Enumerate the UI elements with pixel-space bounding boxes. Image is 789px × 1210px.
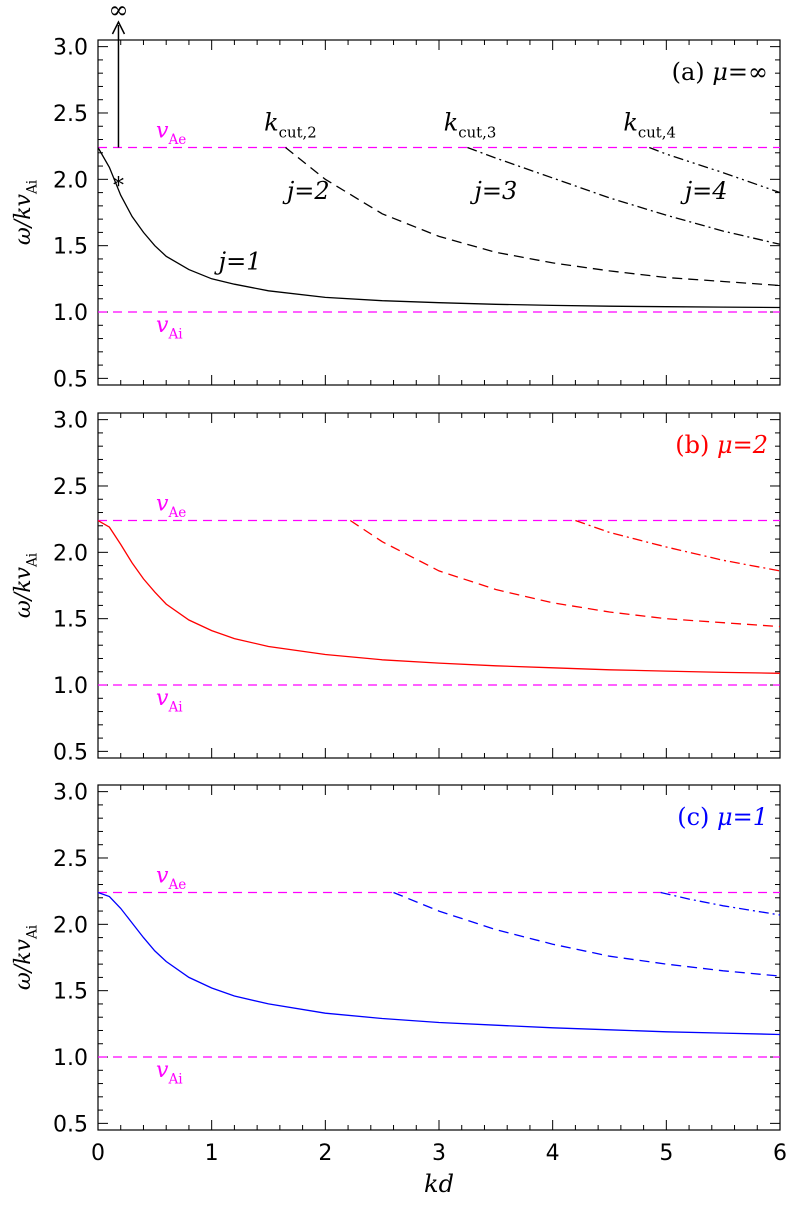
- plot-frame: [97, 39, 781, 386]
- x-tick-label: 0: [91, 1141, 105, 1166]
- panel-a: 0.5 1.0 1.5 2.0 2.5 3.0 ω/kvAi vAe vAi (a) μ=∞ ∞ * k…: [11, 0, 781, 392]
- series-line-j1: [97, 891, 781, 1036]
- series-line-j3: [467, 146, 781, 245]
- series-line-j1: [97, 519, 781, 674]
- x-tick-label: 4: [546, 1141, 560, 1166]
- panel-label: (a) μ=∞: [672, 58, 768, 86]
- series-line-j3: [575, 519, 781, 572]
- y-tick-label: 1.5: [53, 235, 88, 260]
- infinity-arrow-head: [111, 20, 126, 35]
- reference-label-ai: vAi: [156, 686, 183, 716]
- j-label: j=2: [282, 177, 330, 205]
- y-tick-label: 0.5: [53, 1112, 88, 1137]
- reference-label-ae: vAe: [156, 863, 186, 893]
- y-tick-label: 2.0: [53, 913, 88, 938]
- series-line-j3: [660, 891, 781, 916]
- asterisk-marker: *: [113, 174, 124, 199]
- kcut-label: kcut,3: [444, 108, 497, 141]
- y-axis-label-group: ω/kvAi: [11, 552, 41, 618]
- x-tick-label: 1: [205, 1141, 219, 1166]
- panel-label: (b) μ=2: [675, 431, 768, 459]
- x-tick-label: 5: [659, 1141, 673, 1166]
- reference-label-ae: vAe: [156, 118, 186, 148]
- panel-c: 0.5 1.0 1.5 2.0 2.5 3.0 0 1 2 3 4 5 6 kd ω/kvAi vAe vAi (…: [11, 781, 787, 1198]
- series-line-j2: [393, 891, 781, 977]
- kcut-label: kcut,2: [264, 108, 317, 141]
- series-line-j4: [649, 146, 781, 194]
- y-tick-label: 2.5: [53, 102, 88, 127]
- y-tick-label: 1.0: [53, 1046, 88, 1071]
- y-tick-label: 1.5: [53, 608, 88, 633]
- y-tick-label: 2.5: [53, 475, 88, 500]
- plot-frame: [97, 784, 781, 1131]
- y-tick-label: 2.0: [53, 168, 88, 193]
- plot-frame: [97, 412, 781, 759]
- x-axis-label: kd: [424, 1170, 454, 1198]
- y-tick-label: 3.0: [53, 36, 88, 61]
- x-tick-label: 3: [432, 1141, 446, 1166]
- reference-label-ae: vAe: [156, 491, 186, 521]
- x-tick-label: 6: [773, 1141, 787, 1166]
- y-tick-label: 3.0: [53, 409, 88, 434]
- x-tick-label: 2: [318, 1141, 332, 1166]
- y-tick-label: 2.0: [53, 541, 88, 566]
- j-label: j=4: [680, 177, 728, 205]
- series-line-j1: [97, 147, 781, 309]
- y-axis-label: ω/kvAi: [11, 552, 41, 618]
- j-label: j=3: [469, 177, 517, 205]
- y-tick-label: 3.0: [53, 781, 88, 806]
- j-label: j=1: [214, 248, 262, 276]
- y-axis-label: ω/kvAi: [11, 924, 41, 990]
- y-tick-label: 1.0: [53, 674, 88, 699]
- panel-b: 0.5 1.0 1.5 2.0 2.5 3.0 ω/kvAi vAe vAi (b) μ=2: [11, 409, 781, 765]
- reference-label-ai: vAi: [156, 1058, 183, 1088]
- y-tick-label: 1.5: [53, 980, 88, 1005]
- y-axis-label-group: ω/kvAi: [11, 924, 41, 990]
- y-tick-label: 0.5: [53, 740, 88, 765]
- y-axis-label-group: ω/kvAi: [11, 179, 41, 245]
- panel-label: (c) μ=1: [677, 803, 768, 831]
- series-line-j2: [285, 146, 781, 287]
- kcut-label: kcut,4: [623, 108, 676, 141]
- y-tick-label: 2.5: [53, 847, 88, 872]
- y-tick-label: 0.5: [53, 367, 88, 392]
- reference-label-ai: vAi: [156, 313, 183, 343]
- series-line-j2: [349, 519, 781, 628]
- y-tick-label: 1.0: [53, 301, 88, 326]
- infinity-symbol: ∞: [108, 0, 128, 24]
- y-axis-label: ω/kvAi: [11, 179, 41, 245]
